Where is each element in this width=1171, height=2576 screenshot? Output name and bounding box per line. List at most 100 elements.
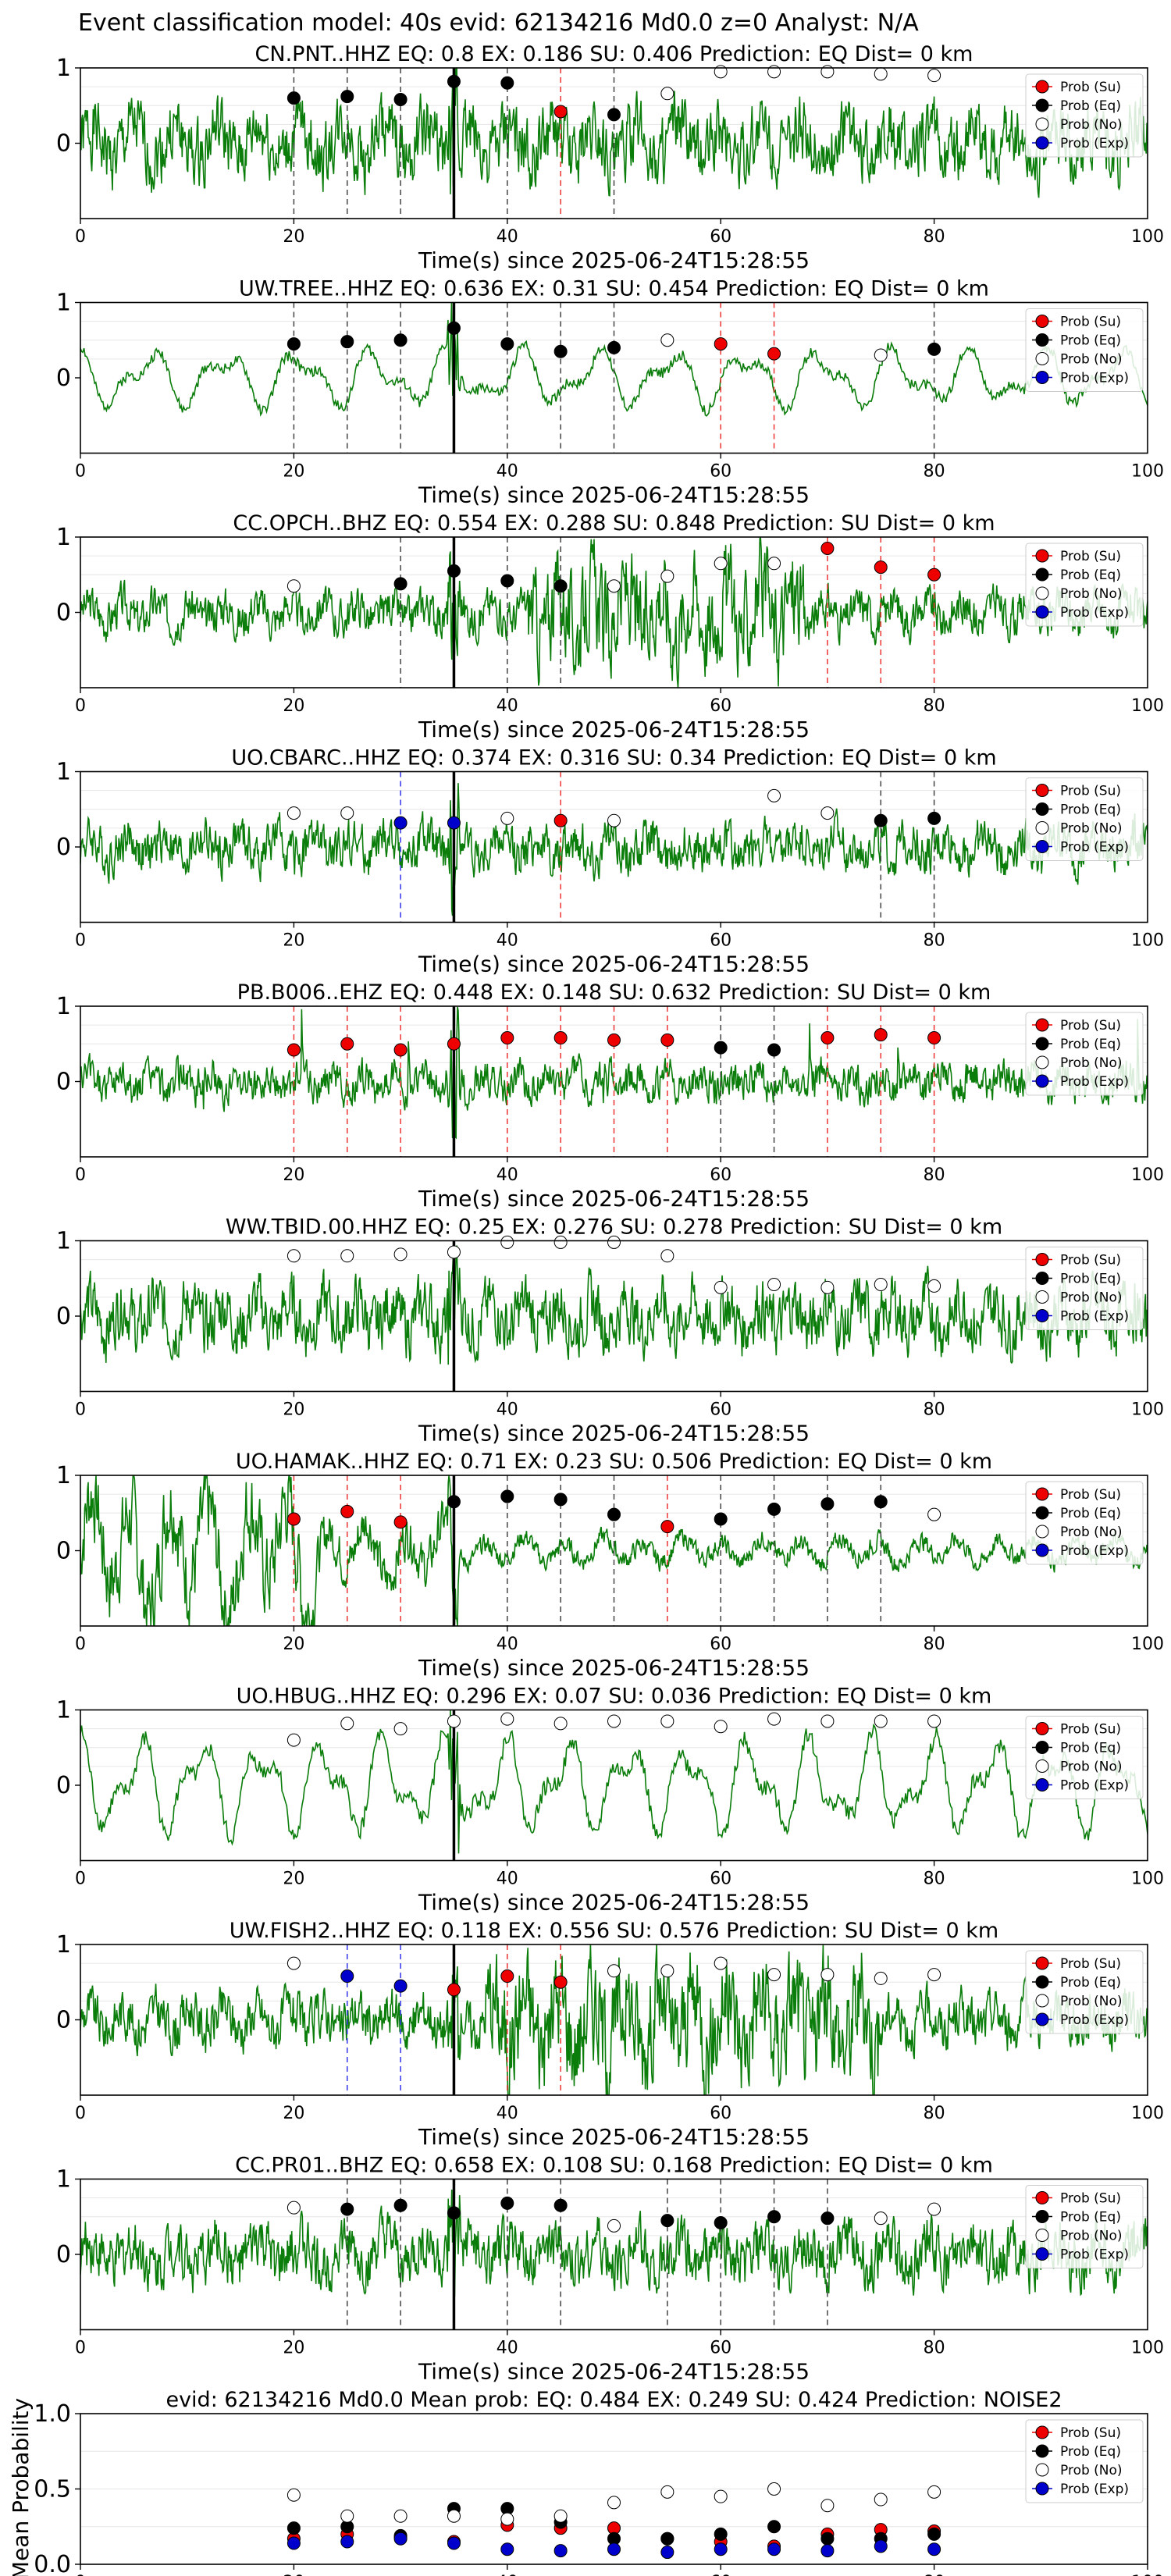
legend-marker-eq [1035,2444,1049,2458]
mean-marker-exp [927,2542,941,2556]
x-tick-label: 20 [283,2339,304,2358]
legend-label-eq: Prob (Eq) [1060,2210,1121,2226]
legend-marker-su [1035,2425,1049,2439]
prob-marker-su [927,568,941,582]
prob-marker-no [767,557,781,571]
x-tick-label: 40 [497,1400,518,1420]
axes-frame [80,536,1148,688]
legend-label-su: Prob (Su) [1060,315,1121,330]
prob-marker-su [393,1043,408,1057]
legend-frame [1025,777,1144,861]
legend-marker-eq [1035,568,1049,582]
x-tick-label: 40 [497,1635,518,1654]
y-tick-label: 1 [56,993,71,1020]
legend-label-eq: Prob (Eq) [1060,1741,1121,1756]
mean-marker-exp [820,2544,835,2558]
legend-marker-eq [1035,1272,1049,1285]
panel-title: UW.FISH2..HHZ EQ: 0.118 EX: 0.556 SU: 0.… [230,1919,999,1943]
panel-9: UW.FISH2..HHZ EQ: 0.118 EX: 0.556 SU: 0.… [56,1919,1164,2150]
prob-marker-su [447,1037,461,1051]
prob-marker-no [820,1280,835,1294]
prob-marker-eq [500,2196,514,2210]
prob-marker-eq [500,574,514,588]
legend-marker-no [1035,1525,1049,1539]
legend-label-eq: Prob (Eq) [1060,1975,1121,1991]
y-tick-label: 0 [56,1303,71,1330]
prob-marker-no [500,1235,514,1249]
mean-marker-no [393,2509,408,2523]
panel-11: evid: 62134216 Md0.0 Mean prob: EQ: 0.48… [8,2388,1164,2576]
prob-marker-no [607,813,621,827]
prob-marker-exp [340,1969,354,1984]
legend-label-no: Prob (No) [1060,821,1123,837]
prob-marker-no [874,348,888,362]
mean-marker-no [553,2509,568,2523]
prob-marker-exp [447,816,461,830]
legend: Prob (Su) Prob (Eq) Prob (No) Prob (Exp) [1025,1247,1144,1330]
legend-label-no: Prob (No) [1060,1759,1123,1775]
legend-marker-no [1035,1759,1049,1773]
legend-marker-eq [1035,333,1049,347]
prob-marker-su [553,1031,568,1045]
panel-title: CC.OPCH..BHZ EQ: 0.554 EX: 0.288 SU: 0.8… [233,511,995,535]
legend: Prob (Su) Prob (Eq) Prob (No) Prob (Exp) [1025,1950,1144,2034]
prob-marker-eq [447,1495,461,1509]
x-axis-label: Time(s) since 2025-06-24T15:28:55 [418,1186,810,1212]
prob-marker-no [714,65,728,79]
y-tick-label: 1.0 [34,2400,71,2428]
x-tick-label: 0 [75,227,86,247]
legend-frame [1025,73,1144,158]
legend-marker-no [1035,352,1049,365]
prob-marker-su [660,1520,674,1534]
panel-title: UO.CBARC..HHZ EQ: 0.374 EX: 0.316 SU: 0.… [231,746,996,770]
prob-marker-no [660,569,674,583]
legend-label-no: Prob (No) [1060,1525,1123,1540]
x-axis-label: Time(s) since 2025-06-24T15:28:55 [418,1421,810,1446]
legend-marker-no [1035,586,1049,600]
legend-frame [1025,2185,1144,2268]
legend-marker-exp [1035,1543,1049,1557]
legend-marker-no [1035,2229,1049,2242]
mean-marker-no [287,2488,301,2502]
y-tick-label: 1 [56,290,71,317]
prob-marker-su [340,1037,354,1051]
legend-label-eq: Prob (Eq) [1060,802,1121,818]
legend-frame [1025,1012,1144,1096]
panel-title: UO.HBUG..HHZ EQ: 0.296 EX: 0.07 SU: 0.03… [237,1685,992,1709]
prob-marker-no [553,1235,568,1249]
x-tick-label: 100 [1131,1635,1164,1654]
x-tick-label: 100 [1131,2573,1164,2576]
prob-marker-su [553,105,568,119]
x-tick-label: 0 [75,2573,86,2576]
legend-marker-exp [1035,605,1049,619]
prob-marker-eq [553,1493,568,1507]
legend-marker-su [1035,784,1049,797]
x-tick-label: 100 [1131,1870,1164,1889]
prob-marker-eq [607,108,621,122]
legend: Prob (Su) Prob (Eq) Prob (No) Prob (Exp) [1025,777,1144,861]
panel-8: UO.HBUG..HHZ EQ: 0.296 EX: 0.07 SU: 0.03… [56,1685,1164,1916]
x-tick-label: 60 [710,2339,731,2358]
legend-label-su: Prob (Su) [1060,549,1121,564]
legend-label-su: Prob (Su) [1060,1253,1121,1268]
x-tick-label: 60 [710,1635,731,1654]
prob-marker-su [447,1983,461,1997]
prob-marker-su [607,1033,621,1047]
legend-marker-exp [1035,371,1049,384]
x-tick-label: 60 [710,1400,731,1420]
legend-marker-exp [1035,1778,1049,1791]
prob-marker-eq [607,340,621,354]
legend-marker-exp [1035,1074,1049,1088]
legend-marker-exp [1035,2247,1049,2261]
legend-label-no: Prob (No) [1060,586,1123,602]
prob-marker-su [287,1512,301,1526]
prob-marker-no [927,1968,941,1982]
x-tick-label: 40 [497,1165,518,1185]
x-tick-label: 20 [283,2573,304,2576]
legend-frame [1025,2419,1144,2503]
panel-title: UO.HAMAK..HHZ EQ: 0.71 EX: 0.23 SU: 0.50… [236,1450,992,1474]
legend-label-su: Prob (Su) [1060,1487,1121,1503]
x-tick-label: 40 [497,462,518,482]
mean-marker-no [340,2509,354,2523]
x-axis-label: Time(s) since 2025-06-24T15:28:55 [418,952,810,977]
